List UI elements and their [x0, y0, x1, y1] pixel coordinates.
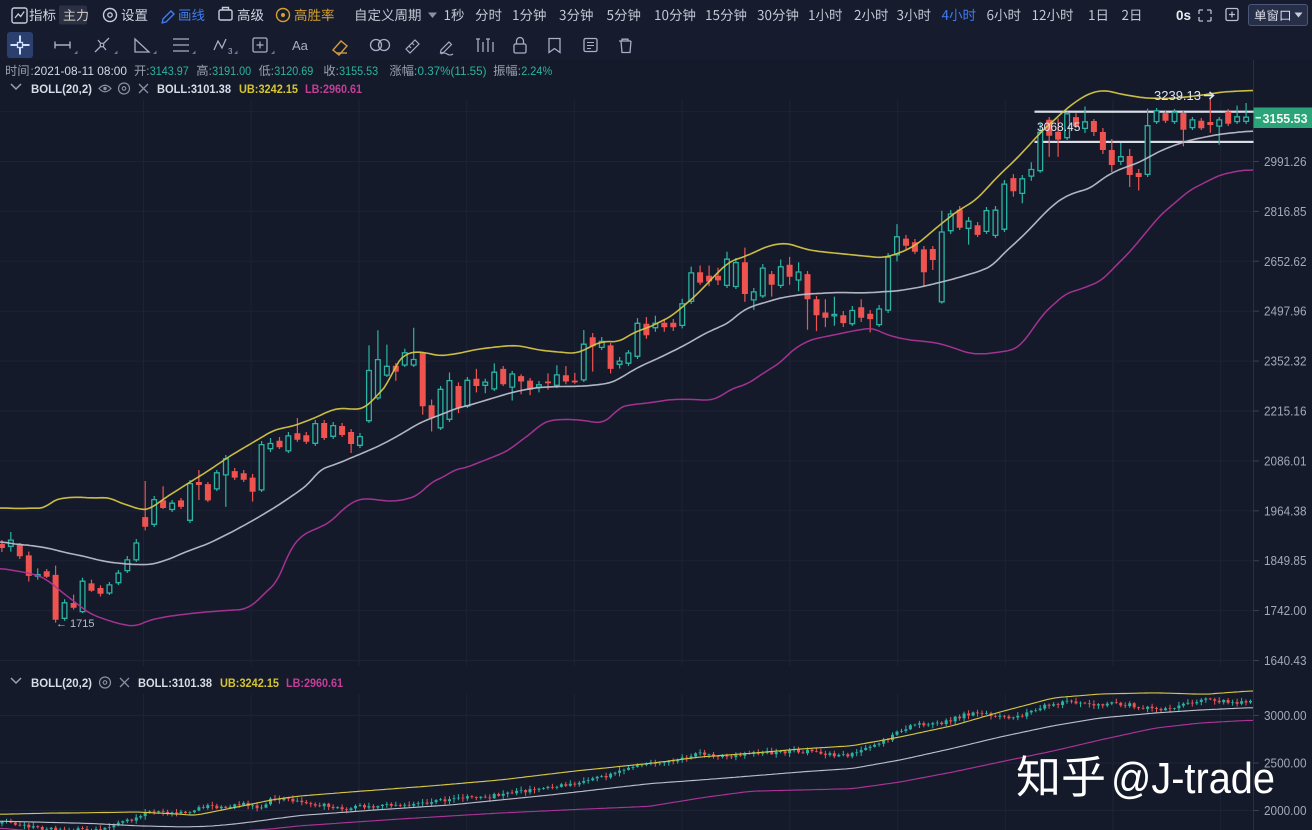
svg-text:1849.85: 1849.85	[1264, 553, 1307, 568]
svg-text::: :	[31, 66, 34, 78]
svg-text::: :	[271, 66, 274, 78]
svg-text:@J-trade: @J-trade	[1111, 754, 1275, 803]
svg-text:3239.13: 3239.13	[1154, 88, 1201, 103]
svg-text:3120.69: 3120.69	[274, 64, 313, 78]
svg-text:BOLL(20,2): BOLL(20,2)	[31, 676, 92, 690]
svg-text:← 1715: ← 1715	[56, 618, 95, 630]
svg-text::: :	[209, 66, 212, 78]
svg-text:3155.53: 3155.53	[339, 64, 378, 78]
svg-text:3143.97: 3143.97	[150, 64, 189, 78]
svg-text:3000.00: 3000.00	[1264, 708, 1307, 723]
svg-text:Aa: Aa	[292, 38, 309, 53]
svg-text:3155.53: 3155.53	[1263, 111, 1308, 126]
svg-text:2497.96: 2497.96	[1264, 304, 1307, 319]
svg-text:1964.38: 1964.38	[1264, 503, 1307, 518]
svg-text:0s: 0s	[1176, 8, 1191, 23]
svg-text:BOLL:3101.38: BOLL:3101.38	[157, 82, 231, 96]
svg-text::: :	[414, 66, 417, 78]
svg-text:0.37%(11.55): 0.37%(11.55)	[418, 64, 487, 78]
svg-text:UB:3242.15: UB:3242.15	[239, 82, 298, 96]
svg-text:BOLL:3101.38: BOLL:3101.38	[138, 676, 212, 690]
svg-text:3: 3	[228, 47, 233, 56]
svg-text:2352.32: 2352.32	[1264, 354, 1307, 369]
svg-text:1742.00: 1742.00	[1264, 603, 1307, 618]
svg-text:2500.00: 2500.00	[1264, 756, 1307, 771]
svg-text:2215.16: 2215.16	[1264, 404, 1307, 419]
svg-text:LB:2960.61: LB:2960.61	[305, 82, 362, 96]
svg-text:2000.00: 2000.00	[1264, 803, 1307, 818]
svg-text:2816.85: 2816.85	[1264, 204, 1307, 219]
svg-text::: :	[336, 66, 339, 78]
svg-text:BOLL(20,2): BOLL(20,2)	[31, 82, 92, 96]
svg-text::: :	[146, 66, 149, 78]
svg-text:2021-08-11 08:00: 2021-08-11 08:00	[34, 64, 127, 78]
svg-text:2086.01: 2086.01	[1264, 453, 1307, 468]
svg-text:2.24%: 2.24%	[521, 64, 552, 78]
svg-text:1640.43: 1640.43	[1264, 653, 1307, 668]
svg-text:2991.26: 2991.26	[1264, 154, 1307, 169]
svg-text:LB:2960.61: LB:2960.61	[286, 676, 343, 690]
svg-text::: :	[518, 66, 521, 78]
svg-text:2652.62: 2652.62	[1264, 254, 1307, 269]
svg-text:3191.00: 3191.00	[212, 64, 251, 78]
svg-text:UB:3242.15: UB:3242.15	[220, 676, 279, 690]
svg-text:3068.45: 3068.45	[1037, 120, 1081, 134]
